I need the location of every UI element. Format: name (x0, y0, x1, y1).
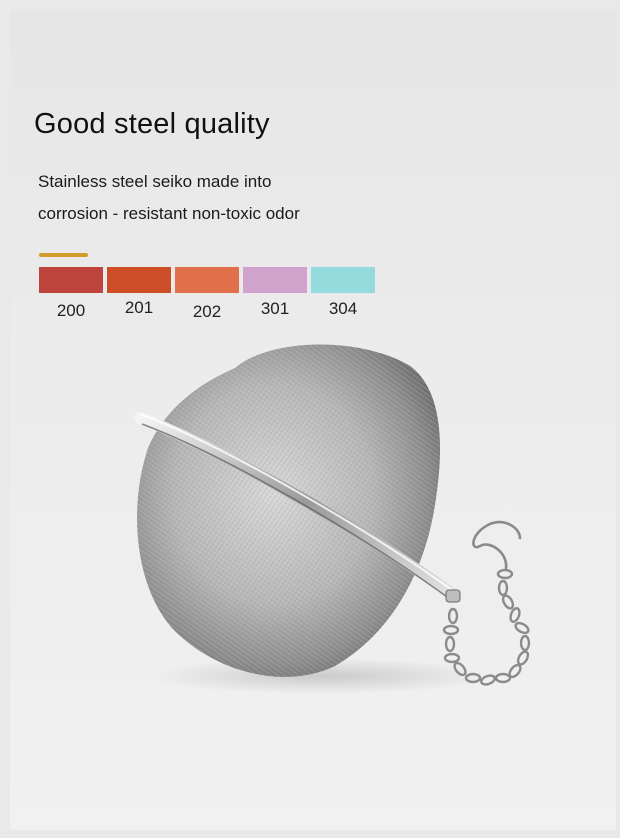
description-line-2: corrosion - resistant non-toxic odor (38, 204, 300, 223)
grade-202: 202 (175, 267, 239, 322)
grade-swatch-301 (243, 267, 307, 293)
grade-label-202: 202 (192, 302, 222, 321)
grade-label-201: 201 (124, 298, 154, 317)
grade-swatch-200 (39, 267, 103, 293)
grade-label-200: 200 (56, 301, 86, 320)
product-feature-card: Good steel quality Stainless steel seiko… (10, 10, 616, 830)
grade-swatch-201 (107, 267, 171, 293)
grade-label-304: 304 (328, 299, 358, 318)
grade-swatch-304 (311, 267, 375, 293)
grade-label-301: 301 (260, 299, 290, 318)
grade-301: 301 (243, 267, 307, 319)
grade-201: 201 (107, 267, 171, 318)
description-line-1: Stainless steel seiko made into (38, 172, 272, 191)
grade-swatch-202 (175, 267, 239, 293)
headline: Good steel quality (34, 108, 270, 140)
tea-infuser-image (134, 344, 531, 694)
grade-304: 304 (311, 267, 375, 319)
grade-200: 200 (39, 267, 103, 321)
accent-underline (39, 253, 88, 257)
